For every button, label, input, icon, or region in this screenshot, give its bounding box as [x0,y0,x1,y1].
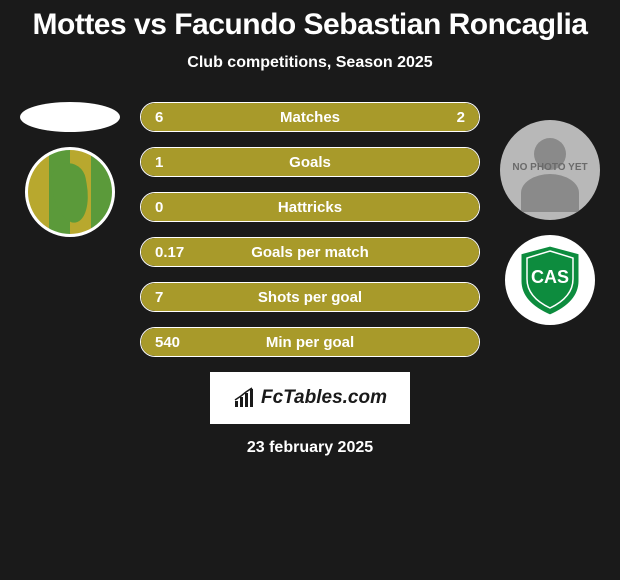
brand-text: FcTables.com [261,387,387,409]
stats-bars: 6 Matches 2 1 Goals 0 Hattricks [140,102,480,357]
stat-value-right: 2 [457,109,465,126]
stat-label: Min per goal [141,334,479,351]
shield-icon: CAS [515,243,585,318]
stat-label: Hattricks [141,199,479,216]
stat-bar-shots-per-goal: 7 Shots per goal [140,282,480,312]
stat-label: Goals [141,154,479,171]
stat-label: Goals per match [141,244,479,261]
stat-label: Matches [141,109,479,126]
stat-bar-goals: 1 Goals [140,147,480,177]
stat-label: Shots per goal [141,289,479,306]
content-area: 6 Matches 2 1 Goals 0 Hattricks [0,102,620,357]
stat-bar-goals-per-match: 0.17 Goals per match [140,237,480,267]
club-crest-left [25,147,115,237]
player-photo-right: NO PHOTO YET [500,120,600,220]
chart-icon [233,387,255,409]
stat-bar-min-per-goal: 540 Min per goal [140,327,480,357]
stat-bar-matches: 6 Matches 2 [140,102,480,132]
player-photo-left [20,102,120,132]
avatar-body-icon [521,174,579,212]
stat-bar-hattricks: 0 Hattricks [140,192,480,222]
footer-date: 23 february 2025 [0,439,620,457]
svg-text:CAS: CAS [531,267,569,287]
no-photo-text: NO PHOTO YET [512,162,587,174]
brand-logo: FcTables.com [210,372,410,424]
left-player-col [15,102,125,237]
subtitle: Club competitions, Season 2025 [0,54,620,72]
right-player-col: NO PHOTO YET CAS [495,102,605,325]
page-title: Mottes vs Facundo Sebastian Roncaglia [0,8,620,42]
club-crest-right: CAS [505,235,595,325]
